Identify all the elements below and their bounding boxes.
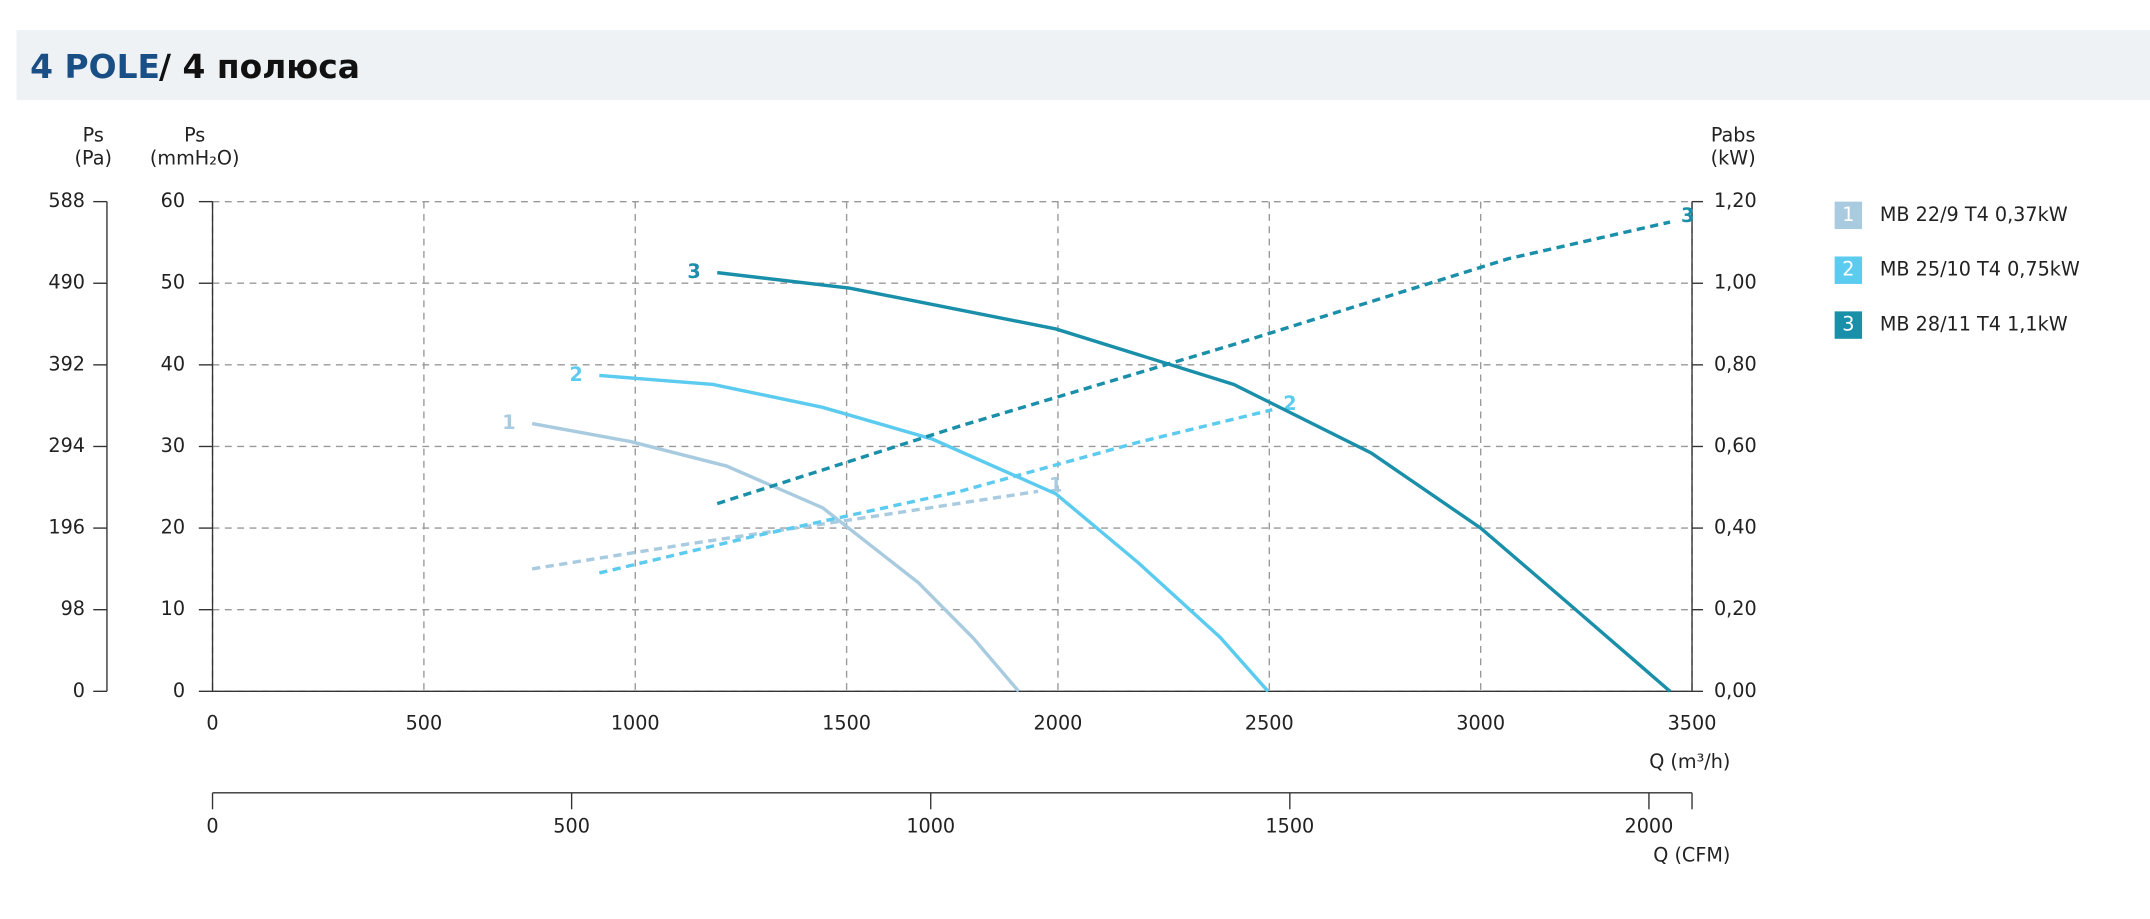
y2-tick-label: 0,00 bbox=[1714, 679, 1757, 702]
y-tick-label: 30 bbox=[161, 434, 185, 457]
chart-subtitle: / 4 полюса bbox=[159, 47, 360, 86]
pa-tick-label: 490 bbox=[48, 271, 85, 294]
header-band bbox=[16, 30, 2150, 101]
curve-label: 3 bbox=[687, 260, 700, 283]
y2-tick-label: 1,00 bbox=[1714, 271, 1757, 294]
power-curve bbox=[598, 408, 1273, 575]
y2-tick-label: 0,20 bbox=[1714, 597, 1757, 620]
x-tick-label: 0 bbox=[206, 712, 218, 735]
y-axis-label: Ps bbox=[184, 123, 205, 146]
y2-axis-label: (kW) bbox=[1711, 147, 1756, 170]
legend-number: 2 bbox=[1842, 258, 1854, 281]
legend-swatch bbox=[1834, 311, 1863, 339]
pa-tick-label: 588 bbox=[48, 189, 85, 212]
x-tick-label: 1500 bbox=[822, 712, 871, 735]
pressure-curve bbox=[599, 373, 1270, 693]
legend-number: 1 bbox=[1842, 203, 1854, 226]
x2-tick-label: 500 bbox=[553, 815, 590, 838]
y-tick-label: 40 bbox=[161, 352, 185, 375]
pa-tick-label: 294 bbox=[48, 434, 85, 457]
pressure-curve bbox=[531, 421, 1020, 693]
pa-tick-label: 392 bbox=[48, 352, 85, 375]
curve-label: 2 bbox=[570, 363, 583, 386]
legend-swatch bbox=[1834, 201, 1863, 230]
x2-tick-label: 1000 bbox=[906, 815, 955, 838]
pressure-curve bbox=[717, 270, 1672, 693]
power-curve bbox=[716, 220, 1671, 506]
legend-label: MB 25/10 T4 0,75kW bbox=[1880, 258, 2080, 281]
y-tick-label: 0 bbox=[173, 679, 185, 702]
x2-tick-label: 1500 bbox=[1265, 815, 1314, 838]
y2-axis-label: Pabs bbox=[1711, 123, 1756, 146]
x-tick-label: 500 bbox=[406, 712, 443, 735]
pa-tick-label: 98 bbox=[61, 597, 85, 620]
curve-label: 1 bbox=[502, 411, 515, 434]
y-tick-label: 50 bbox=[161, 271, 185, 294]
x-tick-label: 3500 bbox=[1668, 712, 1717, 735]
y2-tick-label: 0,60 bbox=[1714, 434, 1757, 457]
curve-label: 3 bbox=[1681, 204, 1694, 227]
x-tick-label: 3000 bbox=[1456, 712, 1505, 735]
y-tick-label: 10 bbox=[161, 597, 185, 620]
x2-tick-label: 2000 bbox=[1625, 815, 1674, 838]
pa-axis-label: (Pa) bbox=[75, 147, 112, 170]
x-tick-label: 2000 bbox=[1034, 712, 1083, 735]
pa-axis-label: Ps bbox=[83, 123, 104, 146]
x-axis-label: Q (m³/h) bbox=[1649, 750, 1730, 773]
y2-tick-label: 0,40 bbox=[1714, 516, 1757, 539]
x-tick-label: 2500 bbox=[1245, 712, 1294, 735]
chart-title: 4 POLE bbox=[30, 47, 160, 86]
x-tick-label: 1000 bbox=[611, 712, 660, 735]
legend-label: MB 28/11 T4 1,1kW bbox=[1880, 313, 2068, 336]
y-tick-label: 20 bbox=[161, 516, 185, 539]
pa-tick-label: 196 bbox=[48, 516, 85, 539]
power-curve bbox=[531, 489, 1039, 571]
y-tick-label: 60 bbox=[161, 189, 185, 212]
y2-tick-label: 0,80 bbox=[1714, 352, 1757, 375]
legend-label: MB 22/9 T4 0,37kW bbox=[1880, 203, 2068, 226]
legend-swatch bbox=[1834, 256, 1863, 284]
legend-number: 3 bbox=[1842, 313, 1854, 336]
y2-tick-label: 1,20 bbox=[1714, 189, 1757, 212]
y-axis-label: (mmH₂O) bbox=[150, 147, 240, 170]
x2-tick-label: 0 bbox=[206, 815, 218, 838]
pa-tick-label: 0 bbox=[73, 679, 85, 702]
x2-axis-label: Q (CFM) bbox=[1653, 843, 1730, 866]
